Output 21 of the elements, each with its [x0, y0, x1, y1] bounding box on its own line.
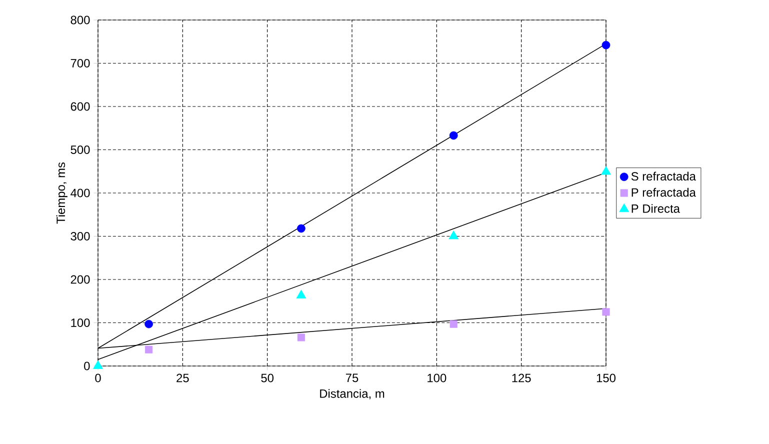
- x-tick-label: 150: [596, 374, 616, 382]
- x-tick-label: 125: [512, 374, 531, 382]
- y-tick-label: 0: [84, 362, 90, 370]
- x-tick-label: 50: [261, 374, 274, 382]
- y-axis-title: Tiempo, ms: [56, 162, 68, 224]
- x-tick-label: 0: [95, 374, 101, 382]
- x-tick-label: 100: [428, 374, 446, 382]
- legend-label: S refractada: [631, 172, 696, 181]
- x-axis-title: Distancia, m: [320, 389, 384, 400]
- x-tick-label: 25: [176, 374, 189, 382]
- legend-label: P refractada: [632, 188, 696, 197]
- y-tick-label: 500: [70, 146, 90, 154]
- y-tick-label: 800: [70, 16, 90, 24]
- y-tick-label: 600: [70, 102, 90, 111]
- y-tick-label: 400: [70, 188, 90, 198]
- y-tick-label: 300: [70, 232, 90, 240]
- y-tick-label: 100: [71, 318, 90, 327]
- y-tick-label: 700: [70, 59, 90, 68]
- legend-label: P Directa: [632, 204, 680, 213]
- x-tick-label: 75: [346, 374, 358, 382]
- y-tick-label: 200: [70, 275, 90, 284]
